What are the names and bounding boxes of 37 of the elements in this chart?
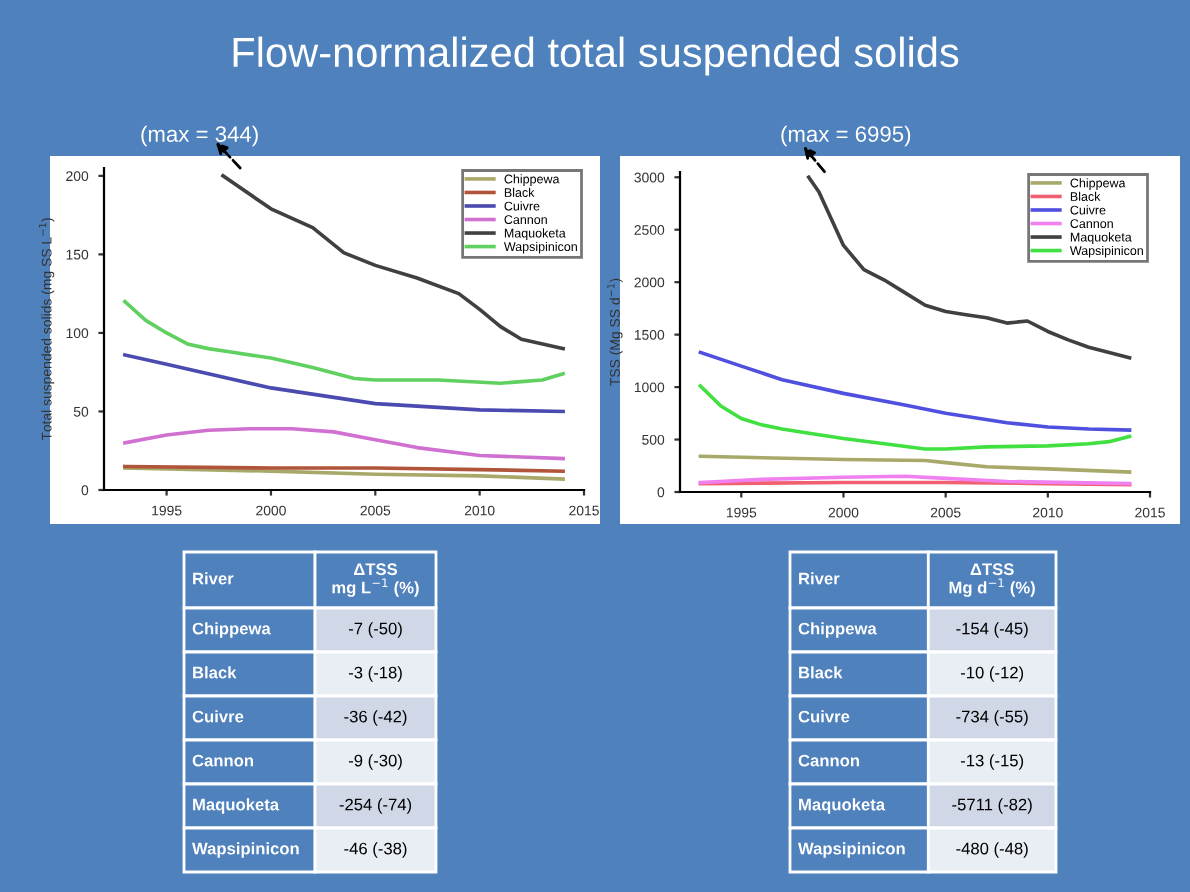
text: (max = 6995) (781, 125, 911, 147)
text: Chippewa (798, 622, 877, 638)
chart-title: Flow-normalized total suspended solids (233, 36, 959, 76)
text: Maquoketa (799, 798, 886, 814)
text: -3 (-18) (348, 666, 402, 682)
text: -9 (-30) (348, 754, 402, 770)
line-series (123, 299, 565, 385)
text: ΔTSS mg L$^{−1}$ (%) (332, 563, 419, 597)
text: -7 (-50) (348, 622, 402, 638)
line-series (698, 384, 1132, 451)
text: Cuivre (192, 710, 244, 723)
text: Chippewa (192, 622, 271, 638)
text: Wapsipinicon (798, 842, 905, 858)
text: -36 (-42) (344, 710, 407, 726)
text: -10 (-12) (960, 666, 1024, 682)
text: Cannon (798, 754, 859, 767)
text: River (193, 572, 234, 585)
text: River (799, 572, 840, 585)
text: Maquoketa (193, 798, 280, 814)
text: (max = 344) (141, 125, 258, 147)
text: -154 (-45) (956, 622, 1028, 638)
line-series (698, 454, 1132, 474)
text: Black (193, 666, 237, 679)
text: Wapsipinicon (192, 842, 299, 858)
text: -5711 (-82) (952, 798, 1032, 814)
text: Black (799, 666, 843, 679)
line-series (123, 426, 565, 461)
text: -46 (-38) (344, 842, 407, 858)
text: -480 (-48) (956, 842, 1028, 858)
line-series (123, 353, 565, 414)
text: Cuivre (798, 710, 850, 723)
text: -734 (-55) (956, 710, 1028, 726)
text: -13 (-15) (960, 754, 1024, 770)
text: Cannon (192, 754, 253, 767)
text: -254 (-74) (339, 798, 412, 814)
text: ΔTSS Mg d$^{−1}$ (%) (949, 563, 1035, 597)
line-series (698, 350, 1132, 432)
